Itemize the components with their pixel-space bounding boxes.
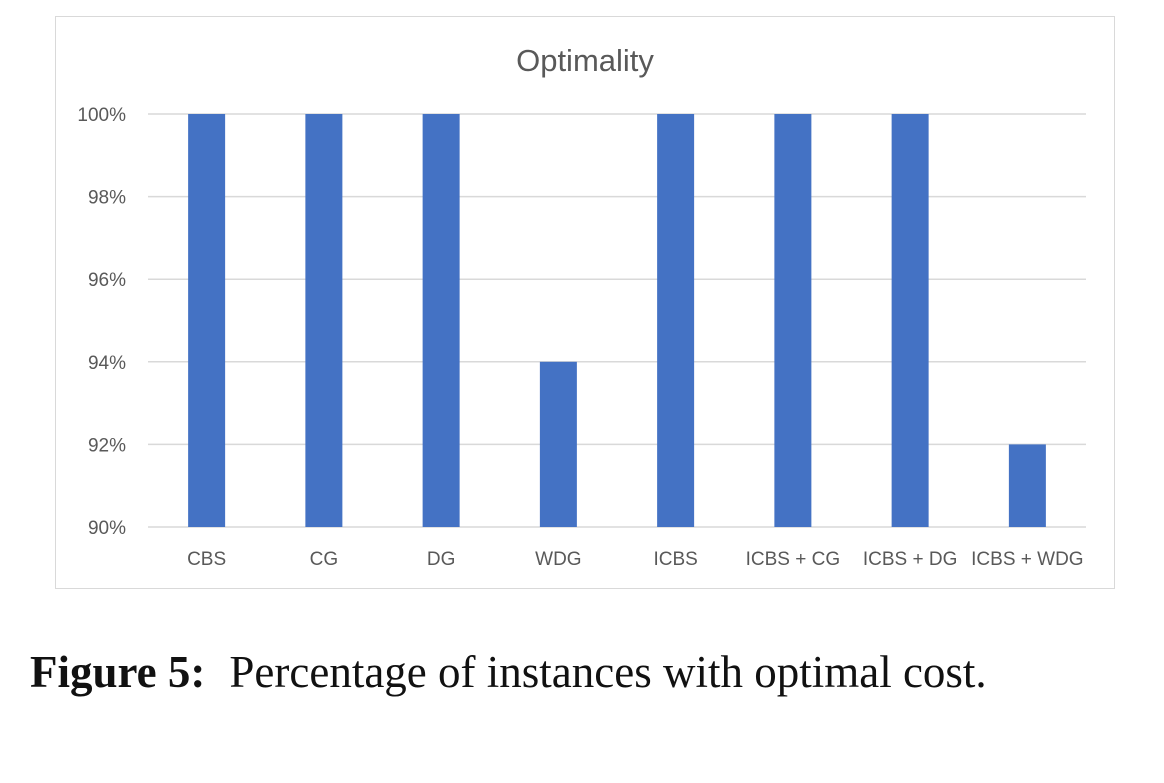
- bar-icbs-dg: [891, 114, 929, 527]
- y-tick-label: 92%: [88, 435, 126, 456]
- caption-text: Percentage of instances with optimal cos…: [229, 647, 987, 697]
- bar-icbs: [657, 114, 695, 527]
- chart-title: Optimality: [516, 43, 654, 78]
- bar-icbs-cg: [774, 114, 812, 527]
- bar-dg: [422, 114, 460, 527]
- chart-frame: [55, 16, 1115, 589]
- x-tick-label: CG: [310, 549, 339, 570]
- bar-cg: [305, 114, 343, 527]
- bar-icbs-wdg: [1008, 444, 1046, 527]
- y-tick-label: 96%: [88, 270, 126, 291]
- x-tick-label: WDG: [535, 549, 581, 570]
- x-tick-label: ICBS: [653, 549, 697, 570]
- bar-cbs: [188, 114, 226, 527]
- x-tick-label: ICBS + WDG: [971, 549, 1083, 570]
- bar-chart: Optimality 90% 92% 94% 96% 98% 100% CBS CG DG WD…: [77, 43, 1086, 570]
- x-tick-label: ICBS + CG: [746, 549, 841, 570]
- x-tick-label: ICBS + DG: [863, 549, 958, 570]
- x-tick-label: CBS: [187, 549, 226, 570]
- bar-wdg: [539, 361, 577, 527]
- y-tick-label: 100%: [77, 105, 126, 126]
- y-tick-label: 90%: [88, 518, 126, 539]
- figure-caption: Figure 5: Percentage of instances with op…: [30, 646, 1146, 698]
- x-tick-label: DG: [427, 549, 456, 570]
- y-tick-label: 94%: [88, 353, 126, 374]
- y-tick-label: 98%: [88, 188, 126, 209]
- caption-label: Figure 5:: [30, 647, 206, 697]
